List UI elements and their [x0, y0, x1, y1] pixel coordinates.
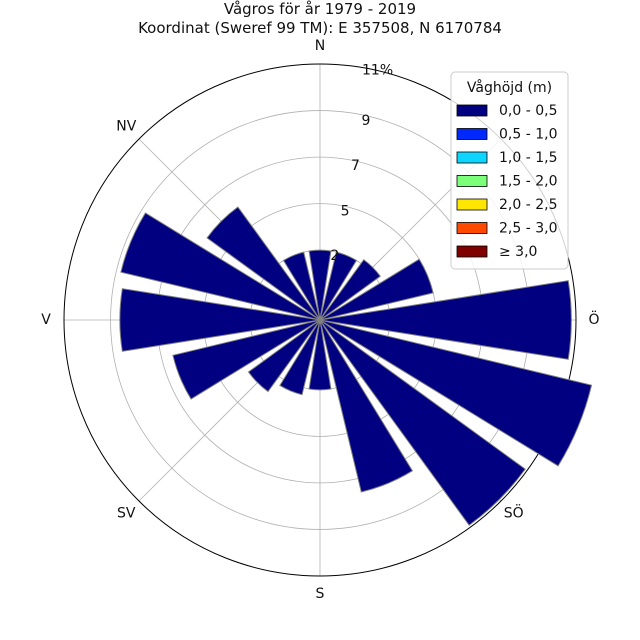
bar-önö [319, 258, 434, 321]
legend-swatch [456, 245, 488, 258]
legend-entry-label: 1,5 - 2,0 [499, 174, 557, 190]
bar-n [308, 249, 332, 321]
legend-entry-label: 2,0 - 2,5 [499, 197, 557, 213]
legend-swatch [456, 104, 488, 117]
chart-subtitle: Koordinat (Sweref 99 TM): E 357508, N 61… [138, 19, 502, 37]
legend-entry-label: ≥ 3,0 [499, 244, 537, 260]
legend-entry-label: 2,5 - 3,0 [499, 221, 557, 237]
bar-ösö [319, 319, 593, 467]
legend-swatch [456, 175, 488, 187]
legend: Våghöjd (m) 0,0 - 0,5 0,5 - 1,0 1,0 - 1,5 1,… [450, 71, 569, 270]
legend-entry-label: 0,5 - 1,0 [499, 127, 557, 143]
outer-frame [63, 63, 577, 577]
legend-entry-label: 0,0 - 0,5 [499, 103, 557, 119]
legend-swatch [456, 128, 488, 140]
bar-ö [319, 280, 572, 360]
legend-title: Våghöjd (m) [467, 79, 552, 96]
radial-max-label: 11% [362, 63, 393, 79]
legend-box [450, 71, 569, 270]
bar-vsv [172, 319, 321, 400]
bars-group [119, 206, 593, 526]
chart-title: Vågros för år 1979 - 2019 [224, 0, 416, 18]
legend-swatch [456, 222, 488, 234]
bar-sv [247, 319, 321, 393]
bar-v [119, 288, 321, 352]
direction-label-n: N [315, 38, 325, 54]
bar-nö [319, 259, 381, 321]
bar-ssö [319, 319, 414, 493]
legend-swatch [456, 151, 488, 164]
bar-sö [319, 319, 526, 526]
bar-ssv [279, 319, 321, 396]
bar-nnö [319, 251, 358, 321]
legend-entry-label: 1,0 - 1,5 [499, 150, 557, 166]
bar-nv [206, 206, 321, 321]
direction-labels: N NV V SV S SÖ Ö [41, 38, 599, 602]
radial-tick-label: 9 [362, 113, 371, 129]
radial-tick-label: 2 [330, 248, 339, 264]
bar-nnv [282, 251, 321, 321]
radial-tick-label: 7 [351, 158, 360, 174]
direction-label-sv: SV [117, 506, 136, 522]
bar-s [308, 319, 332, 391]
direction-label-sö: SÖ [504, 504, 524, 522]
legend-swatch [456, 198, 488, 211]
bar-vnv [120, 212, 321, 321]
radial-tick-label: 5 [341, 203, 350, 219]
direction-label-ö: Ö [588, 310, 599, 328]
radial-tick-labels: 2 5 7 9 11% [330, 63, 393, 264]
direction-label-v: V [41, 312, 51, 328]
direction-label-nv: NV [116, 118, 136, 134]
direction-label-s: S [316, 586, 325, 602]
